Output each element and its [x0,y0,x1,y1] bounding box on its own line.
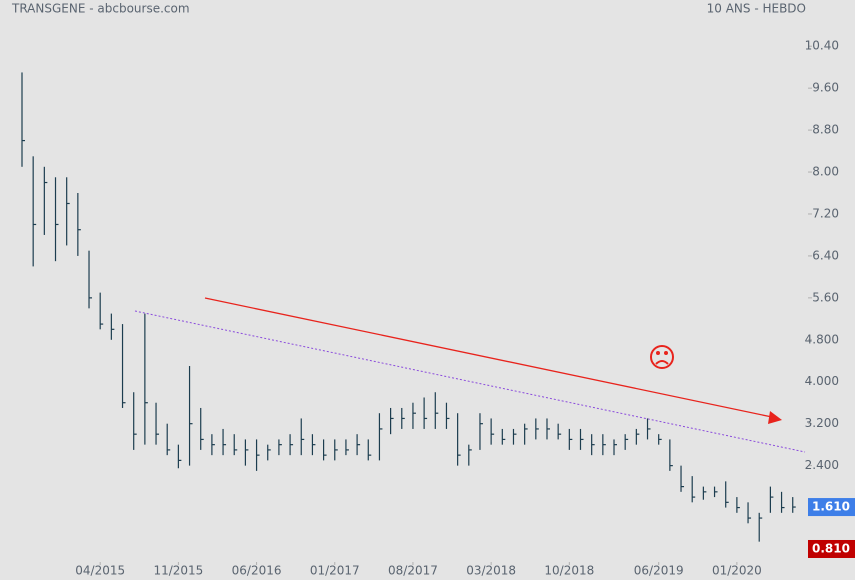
x-tick-label: 08/2017 [388,564,438,578]
price-marker-label: 0.810 [812,541,850,555]
x-tick-label: 06/2016 [232,564,282,578]
y-tick-label: 5.60 [812,290,839,304]
y-tick-label: 4.800 [805,332,839,346]
y-tick-label: 7.20 [812,206,839,220]
y-tick-label: 2.400 [805,458,839,472]
x-tick-label: 06/2019 [634,564,684,578]
y-tick-label: 3.200 [805,416,839,430]
y-tick-label: 8.00 [812,165,839,179]
price-marker [808,539,855,558]
x-tick-label: 04/2015 [75,564,125,578]
x-tick-label: 10/2018 [544,564,594,578]
y-tick-label: 4.000 [805,374,839,388]
y-tick-label: 9.60 [812,81,839,95]
chart-subtitle: 10 ANS - HEBDO [707,2,806,16]
price-marker [808,498,855,517]
arrow-head [768,411,782,424]
x-tick-label: 03/2018 [466,564,516,578]
sad-face [650,345,674,369]
y-tick-label: 10.40 [805,39,839,53]
x-tick-label: 11/2015 [153,564,203,578]
x-tick-label: 01/2017 [310,564,360,578]
y-tick-label: 8.80 [812,123,839,137]
arrow-line [204,297,773,418]
price-marker-label: 1.610 [812,500,850,514]
x-tick-label: 01/2020 [712,564,762,578]
chart-title: TRANSGENE - abcbourse.com [11,2,190,16]
y-tick-label: 6.40 [812,248,839,262]
